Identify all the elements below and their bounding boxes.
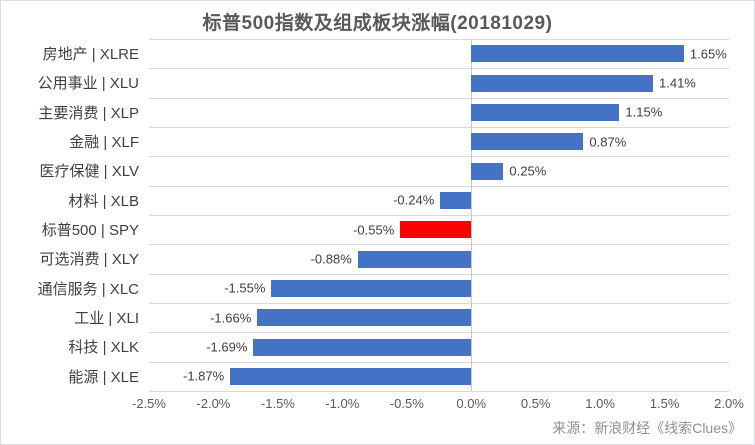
- bar: [271, 279, 472, 297]
- bar: [357, 250, 472, 268]
- gridline: [149, 244, 729, 245]
- gridline: [149, 39, 729, 40]
- bar-sp500: [400, 221, 472, 239]
- bar: [253, 338, 472, 356]
- x-axis-tick-label: -1.5%: [260, 396, 295, 411]
- bar: [230, 367, 472, 385]
- x-axis: -2.5% -2.0% -1.5% -1.0% -0.5% 0.0% 0.5% 1.0% 1.5…: [132, 396, 744, 414]
- x-axis-tick-label: -2.5%: [132, 396, 166, 411]
- category-label: 公用事业 | XLU: [37, 75, 139, 93]
- gridline: [149, 391, 729, 392]
- bar: [471, 103, 620, 121]
- value-label: -1.87%: [182, 368, 225, 384]
- value-label: 1.65%: [689, 46, 727, 62]
- value-label: 1.41%: [659, 75, 696, 91]
- gridline: [149, 68, 729, 69]
- value-label: -0.88%: [310, 251, 352, 267]
- x-axis-tick-label: 1.5%: [649, 396, 680, 411]
- x-axis-tick-label: -0.5%: [389, 396, 424, 411]
- zero-axis-line: [471, 39, 473, 391]
- category-label: 金融 | XLF: [69, 134, 139, 152]
- gridline: [149, 186, 729, 187]
- plot-area: 1.65% 1.41% 1.15% 0.87% 0.25% -0.24% -0.55% -0.…: [149, 39, 729, 392]
- gridline: [149, 127, 729, 128]
- value-label: 0.25%: [509, 163, 547, 179]
- category-label: 房地产 | XLRE: [42, 46, 139, 64]
- x-axis-tick-label: 1.0%: [585, 396, 615, 411]
- x-axis-tick-label: -1.0%: [325, 396, 360, 411]
- value-label: -1.55%: [224, 280, 266, 296]
- category-label: 材料 | XLB: [68, 192, 139, 210]
- bar: [471, 45, 684, 63]
- category-labels: 房地产 | XLRE 公用事业 | XLU 主要消费 | XLP 金融 | XLF 医疗…: [1, 39, 139, 391]
- bar: [471, 162, 504, 180]
- value-label: 1.15%: [625, 104, 663, 120]
- bar: [257, 309, 472, 327]
- category-label: 主要消费 | XLP: [38, 104, 139, 122]
- gridline: [149, 332, 729, 333]
- value-label: -1.66%: [210, 310, 252, 326]
- x-axis-tick-label: -2.0%: [196, 396, 231, 411]
- gridline: [149, 215, 729, 216]
- bar: [440, 191, 472, 209]
- value-label: -0.24%: [393, 192, 435, 208]
- gridline: [149, 98, 729, 99]
- category-label: 标普500 | SPY: [41, 222, 139, 240]
- value-label: 0.87%: [589, 134, 627, 150]
- category-label: 可选消费 | XLY: [39, 251, 139, 269]
- category-label: 工业 | XLI: [74, 310, 139, 328]
- x-axis-tick-label: 0.0%: [456, 396, 487, 411]
- gridline: [149, 156, 729, 157]
- category-label: 医疗保健 | XLV: [39, 163, 139, 181]
- bar: [471, 74, 653, 92]
- bar: [471, 133, 584, 151]
- gridline: [149, 303, 729, 304]
- gridline: [149, 274, 729, 275]
- x-axis-tick-label: 0.5%: [520, 396, 551, 411]
- gridline: [149, 362, 729, 363]
- category-label: 通信服务 | XLC: [37, 280, 139, 298]
- chart-title: 标普500指数及组成板块涨幅(20181029): [202, 13, 553, 34]
- source-caption: 来源：新浪财经《线索Clues》: [552, 420, 742, 436]
- value-label: -1.69%: [206, 339, 248, 355]
- category-label: 科技 | XLK: [68, 339, 139, 357]
- category-label: 能源 | XLE: [68, 368, 139, 386]
- x-axis-tick-label: 2.0%: [714, 396, 744, 411]
- value-label: -0.55%: [353, 222, 395, 238]
